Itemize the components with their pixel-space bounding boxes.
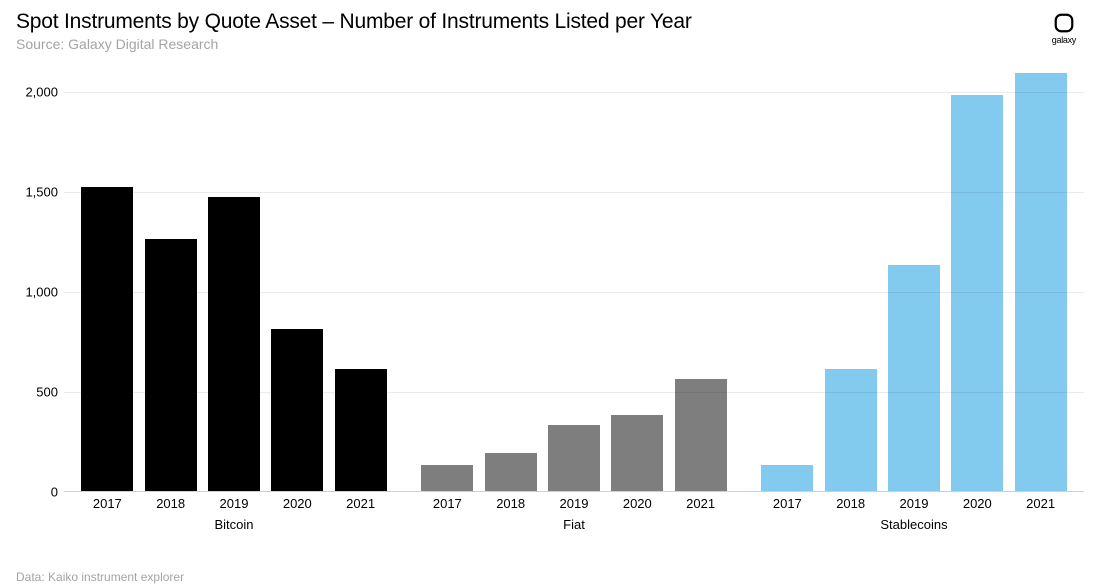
bar <box>888 265 940 491</box>
y-axis: 05001,0001,5002,000 <box>16 62 64 492</box>
gridline <box>64 92 1084 93</box>
chart-page: Spot Instruments by Quote Asset – Number… <box>0 0 1100 588</box>
x-group: 2017 2018 2019 2020 2021 Bitcoin <box>64 496 404 540</box>
bar <box>825 369 877 491</box>
chart-area: 0 500 1,000 1,500 2,000 2017 2018 2019 2020 2021… <box>16 62 1084 542</box>
x-year-label: 2019 <box>888 496 940 511</box>
gridline <box>64 192 1084 193</box>
bar <box>675 379 727 491</box>
x-category-label: Stablecoins <box>744 517 1084 532</box>
x-group: 2017 2018 2019 2020 2021 Fiat <box>404 496 744 540</box>
x-year-label: 2017 <box>81 496 133 511</box>
y-tick-label: 0 <box>51 485 58 500</box>
x-year-label: 2021 <box>1015 496 1067 511</box>
plot-area <box>64 62 1084 492</box>
bar-group <box>744 62 1084 491</box>
y-tick-label: 500 <box>36 385 58 400</box>
chart-header: Spot Instruments by Quote Asset – Number… <box>16 10 1084 52</box>
bar <box>335 369 387 491</box>
x-year-label: 2020 <box>271 496 323 511</box>
bar <box>421 465 473 491</box>
bar <box>548 425 600 491</box>
bar <box>81 187 133 491</box>
x-year-label: 2018 <box>145 496 197 511</box>
bar <box>485 453 537 491</box>
x-year-label: 2020 <box>611 496 663 511</box>
bar <box>951 95 1003 491</box>
x-category-label: Bitcoin <box>64 517 404 532</box>
x-year-label: 2021 <box>335 496 387 511</box>
y-tick-label: 2,000 <box>25 85 58 100</box>
gridline <box>64 392 1084 393</box>
x-years-row: 2017 2018 2019 2020 2021 <box>64 496 404 511</box>
x-category-label: Fiat <box>404 517 744 532</box>
y-tick-label: 1,500 <box>25 185 58 200</box>
galaxy-logo-label: galaxy <box>1052 35 1076 45</box>
chart-title: Spot Instruments by Quote Asset – Number… <box>16 10 1084 34</box>
chart-subtitle: Source: Galaxy Digital Research <box>16 36 1084 52</box>
bar <box>271 329 323 491</box>
bar <box>761 465 813 491</box>
bar-group <box>64 62 404 491</box>
galaxy-logo: galaxy <box>1052 12 1076 45</box>
x-year-label: 2019 <box>548 496 600 511</box>
x-year-label: 2018 <box>485 496 537 511</box>
bar-group <box>404 62 744 491</box>
x-year-label: 2017 <box>761 496 813 511</box>
x-years-row: 2017 2018 2019 2020 2021 <box>744 496 1084 511</box>
x-year-label: 2019 <box>208 496 260 511</box>
gridline <box>64 292 1084 293</box>
x-year-label: 2018 <box>825 496 877 511</box>
bar <box>208 197 260 491</box>
y-tick-label: 1,000 <box>25 285 58 300</box>
bar <box>1015 73 1067 491</box>
bar <box>145 239 197 491</box>
bar <box>611 415 663 491</box>
x-axis: 20172018201920202021Bitcoin2017201820192… <box>64 496 1084 540</box>
x-year-label: 2017 <box>421 496 473 511</box>
x-years-row: 2017 2018 2019 2020 2021 <box>404 496 744 511</box>
x-group: 2017 2018 2019 2020 2021 Stablecoins <box>744 496 1084 540</box>
x-year-label: 2020 <box>951 496 1003 511</box>
x-year-label: 2021 <box>675 496 727 511</box>
galaxy-logo-icon <box>1053 12 1075 34</box>
chart-footer: Data: Kaiko instrument explorer <box>16 570 184 584</box>
